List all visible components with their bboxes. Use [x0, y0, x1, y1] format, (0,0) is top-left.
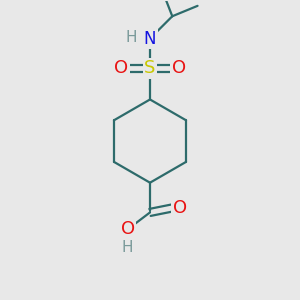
Text: H: H: [126, 30, 137, 45]
Text: O: O: [114, 59, 128, 77]
Text: S: S: [144, 59, 156, 77]
Text: H: H: [121, 240, 133, 255]
Text: O: O: [173, 199, 187, 217]
Text: O: O: [172, 59, 186, 77]
Text: O: O: [121, 220, 135, 238]
Text: N: N: [144, 29, 156, 47]
